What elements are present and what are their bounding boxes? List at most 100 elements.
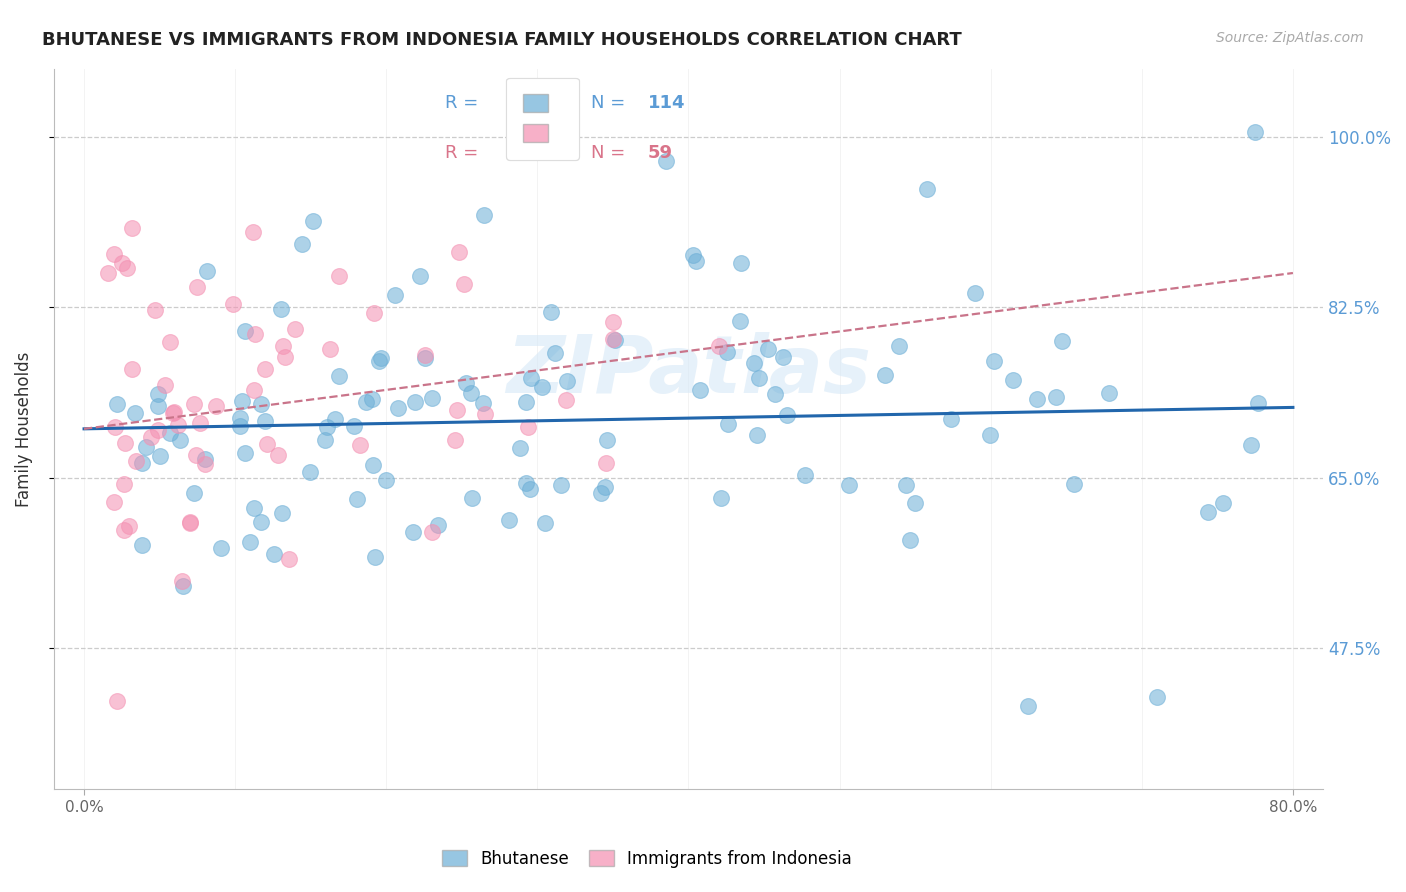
- Point: [188, 416, 211, 430]
- Point: [242, 225, 264, 239]
- Text: 59: 59: [648, 145, 673, 162]
- Point: [103, 246, 125, 260]
- Point: [112, 477, 135, 491]
- Point: [271, 506, 294, 520]
- Point: [516, 420, 538, 434]
- Point: [318, 342, 340, 356]
- Point: [231, 394, 253, 409]
- Point: [179, 516, 201, 530]
- Point: [1052, 334, 1074, 348]
- Point: [195, 263, 218, 277]
- Point: [454, 376, 477, 390]
- Point: [250, 516, 273, 530]
- Point: [118, 519, 141, 533]
- Point: [1246, 396, 1268, 410]
- Point: [284, 322, 307, 336]
- Point: [915, 182, 938, 196]
- Point: [1026, 392, 1049, 407]
- Point: [159, 335, 181, 350]
- Point: [233, 446, 256, 460]
- Point: [550, 478, 572, 492]
- Point: [689, 383, 711, 397]
- Point: [316, 420, 339, 434]
- Point: [229, 410, 252, 425]
- Point: [498, 513, 520, 527]
- Point: [794, 468, 817, 483]
- Point: [360, 392, 382, 407]
- Point: [413, 348, 436, 362]
- Point: [349, 438, 371, 452]
- Text: BHUTANESE VS IMMIGRANTS FROM INDONESIA FAMILY HOUSEHOLDS CORRELATION CHART: BHUTANESE VS IMMIGRANTS FROM INDONESIA F…: [42, 31, 962, 49]
- Point: [515, 476, 537, 491]
- Point: [716, 345, 738, 359]
- Text: Source: ZipAtlas.com: Source: ZipAtlas.com: [1216, 31, 1364, 45]
- Point: [149, 449, 172, 463]
- Point: [328, 368, 350, 383]
- Point: [748, 370, 770, 384]
- Point: [179, 516, 201, 530]
- Point: [354, 395, 377, 409]
- Point: [184, 448, 207, 462]
- Text: N =: N =: [591, 94, 626, 112]
- Point: [172, 574, 194, 589]
- Point: [112, 523, 135, 537]
- Point: [131, 538, 153, 552]
- Point: [730, 256, 752, 270]
- Point: [97, 266, 120, 280]
- Point: [111, 256, 134, 270]
- Point: [1244, 125, 1267, 139]
- Point: [460, 491, 482, 505]
- Point: [413, 351, 436, 365]
- Point: [256, 436, 278, 450]
- Point: [105, 397, 128, 411]
- Point: [444, 433, 467, 447]
- Point: [515, 394, 537, 409]
- Point: [374, 473, 396, 487]
- Point: [243, 326, 266, 341]
- Point: [1197, 505, 1219, 519]
- Point: [887, 339, 910, 353]
- Point: [266, 449, 288, 463]
- Point: [446, 403, 468, 417]
- Point: [263, 547, 285, 561]
- Point: [194, 457, 217, 471]
- Point: [602, 315, 624, 329]
- Point: [254, 414, 277, 428]
- Point: [167, 418, 190, 433]
- Point: [655, 154, 678, 169]
- Point: [873, 368, 896, 382]
- Point: [343, 419, 366, 434]
- Point: [172, 579, 194, 593]
- Point: [114, 436, 136, 450]
- Point: [1017, 699, 1039, 714]
- Point: [904, 496, 927, 510]
- Point: [983, 354, 1005, 368]
- Point: [1063, 477, 1085, 491]
- Point: [939, 412, 962, 426]
- Text: R =: R =: [444, 145, 478, 162]
- Text: 0.028: 0.028: [506, 94, 562, 112]
- Point: [596, 433, 619, 447]
- Point: [591, 486, 613, 500]
- Point: [717, 417, 740, 431]
- Point: [209, 541, 232, 555]
- Point: [1146, 690, 1168, 704]
- Point: [682, 248, 704, 262]
- Point: [745, 428, 768, 442]
- Point: [243, 383, 266, 397]
- Point: [776, 409, 799, 423]
- Point: [233, 325, 256, 339]
- Point: [402, 525, 425, 540]
- Point: [1212, 496, 1234, 510]
- Point: [1045, 390, 1067, 404]
- Point: [728, 314, 751, 328]
- Point: [405, 395, 427, 409]
- Text: ZIPatlas: ZIPatlas: [506, 332, 870, 410]
- Text: 0.052: 0.052: [506, 145, 562, 162]
- Point: [242, 500, 264, 515]
- Point: [420, 391, 443, 405]
- Point: [1240, 438, 1263, 452]
- Point: [163, 405, 186, 419]
- Point: [148, 399, 170, 413]
- Point: [274, 351, 297, 365]
